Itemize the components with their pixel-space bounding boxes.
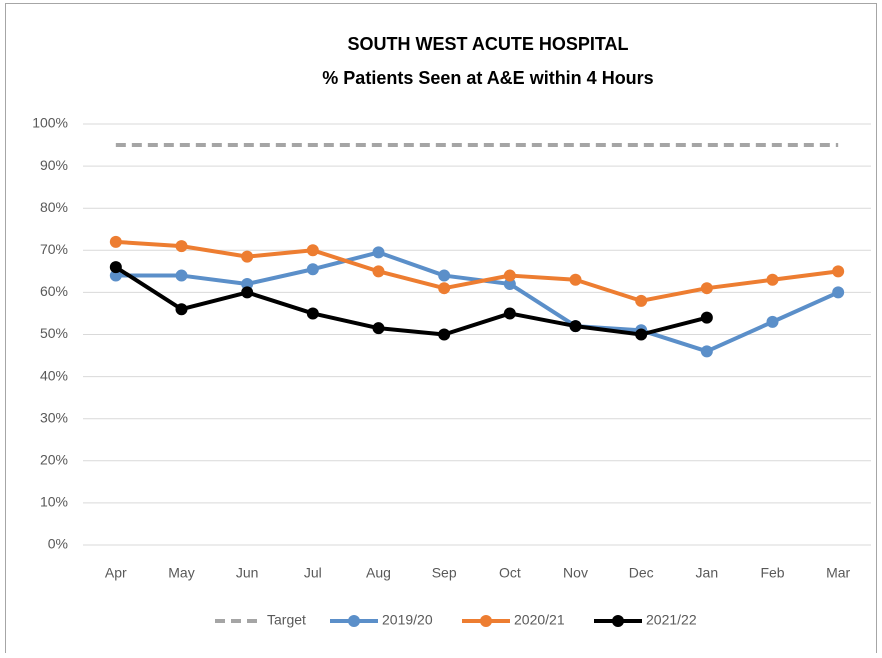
data-point xyxy=(241,277,254,290)
data-point xyxy=(306,307,319,320)
data-point xyxy=(503,269,516,282)
data-point xyxy=(700,282,713,295)
data-point xyxy=(109,269,122,282)
data-point xyxy=(438,282,451,295)
legend-label: 2019/20 xyxy=(382,612,433,628)
data-point xyxy=(438,328,451,341)
data-point xyxy=(635,294,648,307)
legend-label: Target xyxy=(267,612,306,628)
data-point xyxy=(635,328,648,341)
data-point xyxy=(306,244,319,257)
series-line xyxy=(115,250,839,354)
data-point xyxy=(241,286,254,299)
chart-title: SOUTH WEST ACUTE HOSPITAL xyxy=(348,34,629,54)
data-point xyxy=(109,235,122,248)
y-tick-label: 40% xyxy=(40,367,68,383)
data-point xyxy=(175,240,188,253)
data-point xyxy=(306,263,319,276)
x-tick-label: Feb xyxy=(760,565,784,581)
data-point xyxy=(766,273,779,286)
data-point xyxy=(569,320,582,333)
y-tick-label: 50% xyxy=(40,325,68,341)
data-point xyxy=(832,286,845,299)
y-tick-label: 30% xyxy=(40,409,68,425)
data-point xyxy=(175,303,188,316)
x-tick-label: Jan xyxy=(696,565,719,581)
y-tick-label: 90% xyxy=(40,157,68,173)
data-point xyxy=(372,246,385,259)
data-point xyxy=(175,269,188,282)
data-point xyxy=(438,269,451,282)
series-line xyxy=(115,239,839,303)
chart-border xyxy=(5,3,877,658)
y-tick-label: 80% xyxy=(40,199,68,215)
data-point xyxy=(832,265,845,278)
x-tick-label: Dec xyxy=(629,565,654,581)
x-tick-label: Sep xyxy=(432,565,457,581)
data-point xyxy=(766,315,779,328)
y-tick-label: 10% xyxy=(40,494,68,510)
data-point xyxy=(241,250,254,263)
y-tick-label: 70% xyxy=(40,241,68,257)
data-point xyxy=(372,322,385,335)
y-tick-label: 20% xyxy=(40,452,68,468)
x-tick-label: Oct xyxy=(499,565,521,581)
y-tick-label: 0% xyxy=(48,536,68,552)
data-point xyxy=(503,277,516,290)
series-line xyxy=(114,265,708,337)
legend-label: 2020/21 xyxy=(514,612,565,628)
x-tick-label: Nov xyxy=(563,565,588,581)
legend-marker xyxy=(612,615,624,627)
x-tick-label: Jun xyxy=(236,565,259,581)
legend-marker xyxy=(480,615,492,627)
x-tick-label: Aug xyxy=(366,565,391,581)
x-tick-label: Apr xyxy=(105,565,127,581)
legend-label: 2021/22 xyxy=(646,612,697,628)
y-tick-label: 100% xyxy=(32,115,68,131)
legend-marker xyxy=(348,615,360,627)
x-tick-label: May xyxy=(168,565,194,581)
x-tick-label: Jul xyxy=(304,565,322,581)
data-point xyxy=(503,307,516,320)
y-tick-label: 60% xyxy=(40,283,68,299)
data-point xyxy=(700,345,713,358)
chart-subtitle: % Patients Seen at A&E within 4 Hours xyxy=(322,68,653,88)
x-tick-label: Mar xyxy=(826,565,850,581)
data-point xyxy=(109,261,122,274)
data-point xyxy=(569,273,582,286)
data-point xyxy=(372,265,385,278)
data-point xyxy=(700,311,713,324)
